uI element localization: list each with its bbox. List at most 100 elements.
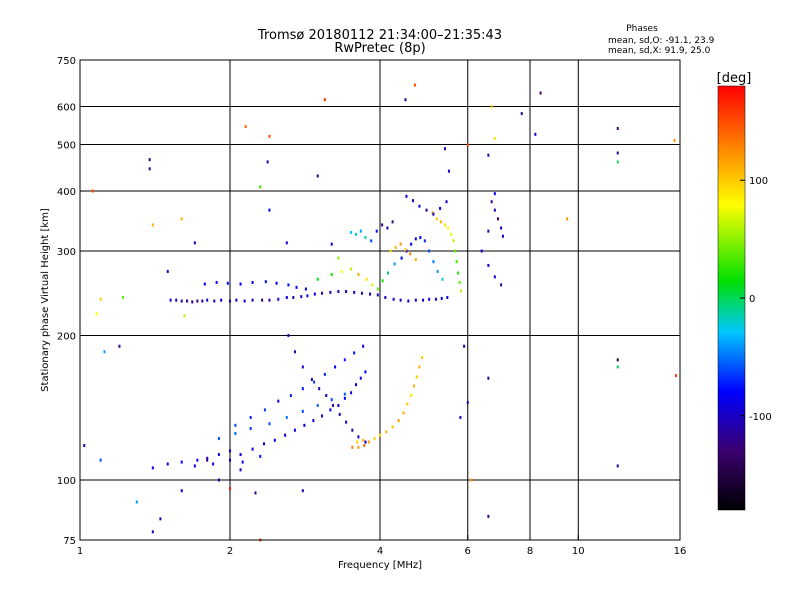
data-point [313, 380, 316, 384]
data-point [364, 236, 367, 240]
data-point [404, 248, 407, 252]
data-point [392, 297, 395, 301]
data-point [386, 271, 389, 275]
phases-mean-x: mean, sd,X: 91.9, 25.0 [608, 46, 711, 56]
data-point [405, 194, 408, 198]
data-point [447, 226, 450, 230]
data-point [447, 169, 450, 173]
data-point [376, 293, 379, 297]
data-point [91, 189, 94, 193]
data-point [254, 491, 257, 495]
data-point [359, 376, 362, 380]
data-point [330, 242, 333, 246]
data-point [193, 241, 196, 245]
data-point [353, 290, 356, 294]
data-point [409, 252, 412, 256]
x-tick-label: 6 [465, 546, 471, 557]
data-point [432, 260, 435, 264]
data-point [490, 105, 493, 109]
data-point [500, 283, 503, 287]
data-point [148, 167, 151, 171]
data-point [371, 283, 374, 287]
data-point [455, 260, 458, 264]
y-tick-label: 600 [57, 103, 76, 114]
data-point [337, 290, 340, 294]
data-point [95, 312, 98, 316]
x-axis-ticks: 1 2 4 6 8 10 16 [77, 535, 687, 557]
data-point [340, 269, 343, 273]
data-point [287, 334, 290, 338]
data-point [673, 138, 676, 142]
data-point [229, 458, 231, 462]
data-point [616, 365, 619, 369]
data-point [463, 344, 466, 348]
data-point [440, 296, 443, 300]
data-point [404, 98, 407, 102]
x-tick-label: 2 [227, 546, 233, 557]
data-point [394, 246, 397, 250]
data-point [364, 440, 367, 444]
data-point [169, 298, 172, 302]
data-point [413, 83, 416, 87]
data-point [203, 282, 206, 286]
data-point [180, 299, 183, 303]
data-point [487, 153, 490, 157]
data-point [354, 232, 357, 236]
data-point [330, 273, 333, 277]
colorbar-tick-label: 0 [749, 294, 755, 305]
data-point [234, 423, 237, 427]
data-point [99, 297, 102, 301]
data-point [234, 432, 237, 436]
data-point [357, 273, 360, 277]
data-point [386, 226, 389, 230]
data-point [441, 277, 444, 281]
data-point [407, 299, 410, 303]
x-tick-label: 16 [674, 546, 687, 557]
data-point [459, 415, 462, 419]
chart-subtitle: RwPretec (8p) [334, 41, 425, 56]
data-point [402, 411, 405, 415]
data-point [412, 384, 415, 388]
data-point [566, 217, 569, 221]
data-point [364, 370, 367, 374]
colorbar-label: [deg] [717, 71, 752, 86]
data-point [292, 296, 295, 300]
data-point [432, 212, 435, 216]
data-point [616, 464, 619, 468]
data-point [316, 403, 319, 407]
data-point [312, 419, 315, 423]
data-point [389, 249, 392, 253]
data-point [275, 281, 278, 285]
colorbar-ticks: 100 0 -100 [740, 176, 772, 423]
data-point [206, 458, 209, 462]
data-point [414, 237, 417, 241]
data-point [415, 375, 418, 379]
data-point [251, 280, 254, 284]
data-point [243, 299, 246, 303]
data-point [362, 344, 365, 348]
data-point [285, 296, 288, 300]
data-point [338, 412, 341, 416]
data-point [151, 530, 154, 534]
data-point [180, 489, 183, 493]
data-point [357, 445, 360, 449]
data-point [501, 234, 504, 238]
data-point [249, 415, 252, 419]
data-point [493, 208, 496, 212]
data-point [325, 394, 328, 398]
data-point [487, 376, 490, 380]
data-point [229, 449, 231, 453]
data-point [166, 269, 169, 273]
data-point [166, 462, 169, 466]
data-point [175, 298, 178, 302]
data-point [434, 297, 437, 301]
data-point [436, 269, 439, 273]
data-point [206, 456, 209, 460]
data-point [287, 283, 290, 287]
data-point [321, 291, 324, 295]
data-point [183, 314, 186, 318]
data-point [215, 280, 218, 284]
data-point [310, 377, 313, 381]
x-tick-label: 1 [77, 546, 83, 557]
data-point [295, 285, 298, 289]
